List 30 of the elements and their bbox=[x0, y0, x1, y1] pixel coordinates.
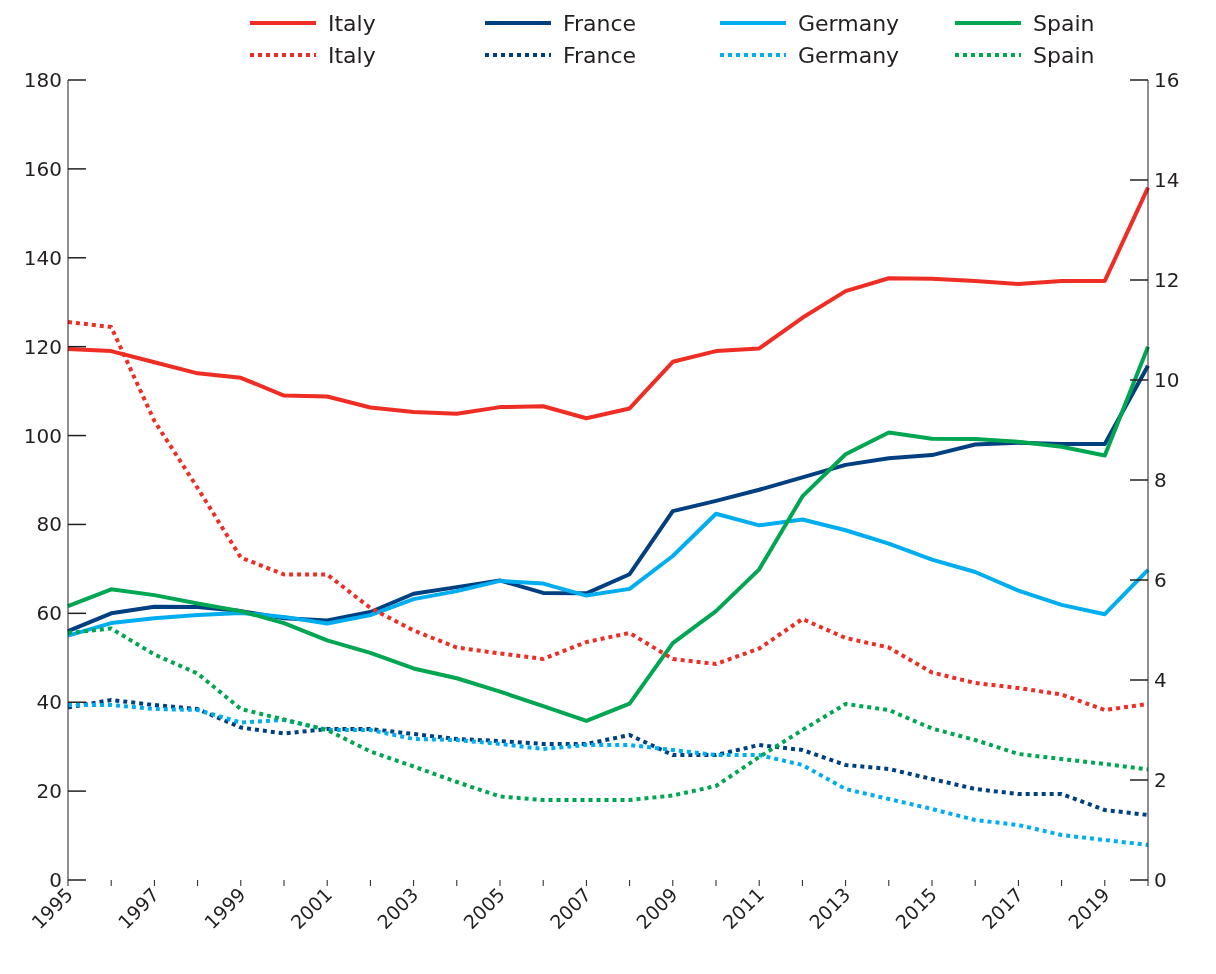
y-tick-label: 120 bbox=[23, 334, 62, 359]
y2-tick-label: 12 bbox=[1154, 268, 1180, 292]
legend-label: Germany bbox=[798, 10, 900, 36]
y2-tick-label: 8 bbox=[1154, 468, 1167, 492]
y-tick-label: 140 bbox=[23, 245, 62, 270]
y2-tick-label: 2 bbox=[1154, 768, 1167, 792]
legend-label: France bbox=[563, 10, 637, 36]
y-tick-label: 80 bbox=[36, 512, 62, 537]
legend-label: France bbox=[563, 42, 637, 68]
y2-tick-label: 0 bbox=[1154, 868, 1167, 892]
line-series bbox=[66, 626, 1150, 802]
y-tick-label: 180 bbox=[23, 68, 62, 92]
y2-tick-label: 14 bbox=[1154, 168, 1180, 192]
y2-tick-label: 6 bbox=[1154, 568, 1167, 592]
y-tick-label: 60 bbox=[36, 601, 62, 626]
line-series bbox=[66, 698, 1150, 817]
y-tick-label: 20 bbox=[36, 779, 62, 804]
line-series bbox=[66, 511, 1150, 638]
y2-tick-label: 10 bbox=[1154, 368, 1180, 392]
legend-label: Italy bbox=[328, 42, 376, 68]
legend-label: Italy bbox=[328, 10, 376, 36]
legend-label: Germany bbox=[798, 42, 900, 68]
y-tick-label: 100 bbox=[23, 423, 62, 448]
legend-label: Spain bbox=[1033, 10, 1095, 36]
line-series bbox=[66, 703, 1150, 847]
y-tick-label: 160 bbox=[23, 156, 62, 181]
y2-tick-label: 16 bbox=[1154, 68, 1180, 92]
y-tick-label: 40 bbox=[36, 690, 62, 715]
y2-tick-label: 4 bbox=[1154, 668, 1167, 692]
legend-label: Spain bbox=[1033, 42, 1095, 68]
